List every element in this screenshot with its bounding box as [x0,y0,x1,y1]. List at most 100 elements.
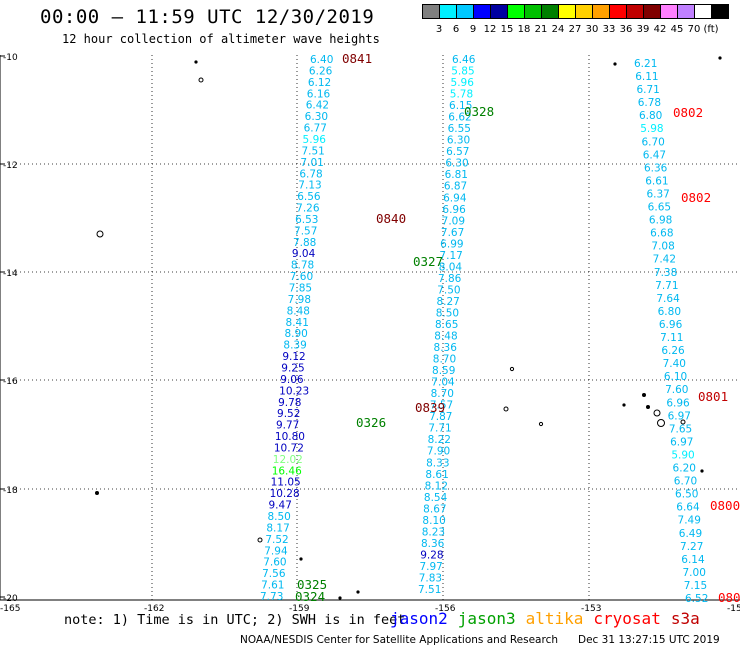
wave-height-value: 9.77 [276,420,299,432]
wave-height-value: 7.52 [265,534,288,546]
lon-tick-label: -159 [289,604,310,614]
legend-item-jason3: jason3 [457,609,516,628]
scale-label: (ft) [703,24,719,35]
wave-height-value: 8.27 [436,296,459,308]
wave-height-value: 6.14 [681,554,705,566]
wave-height-value: 6.55 [448,123,471,135]
wave-height-value: 9.47 [269,500,292,512]
pass-time-label: 0800 [710,498,740,513]
scale-label: 9 [469,24,477,35]
wave-height-value: 6.87 [444,181,467,193]
satellite-legend: jason2 jason3 altika cryosat s3a [390,609,710,628]
wave-height-value: 7.88 [293,237,316,249]
wave-height-value: 6.16 [307,88,331,100]
wave-height-value: 7.15 [684,580,707,592]
wave-height-value: 6.15 [449,100,472,112]
wave-height-value: 8.67 [423,503,446,515]
track-pass-3: 6.216.116.716.786.805.986.706.476.366.61… [634,58,708,605]
pass-time-label: 0327 [413,254,443,269]
wave-height-value: 7.08 [651,241,674,253]
wave-height-value: 8.36 [421,538,445,550]
wave-height-value: 6.57 [446,146,469,158]
lat-tick-label: -16 [3,377,18,387]
wave-height-value: 8.50 [436,307,459,319]
wave-height-value: 10.80 [275,431,305,443]
legend-item-altika: altika [525,609,584,628]
scale-label: 6 [452,24,460,35]
lon-tick-label: -153 [581,604,601,614]
scale-label: 42 [653,24,667,35]
wave-height-value: 6.97 [668,410,691,422]
wave-height-value: 7.57 [430,400,453,412]
scale-label: 15 [500,24,514,35]
legend-item-s3a: s3a [670,609,700,628]
wave-height-value: 8.54 [424,492,448,504]
wave-height-value: 8.50 [267,511,290,523]
wave-height-value: 7.60 [263,557,286,569]
map-title: 00:00 – 11:59 UTC 12/30/2019 [40,6,375,28]
scale-label: 36 [619,24,633,35]
wave-height-value: 7.60 [290,271,313,283]
legend-item-jason2: jason2 [390,609,448,628]
wave-height-value: 8.23 [422,526,445,538]
wave-height-value: 8.17 [266,522,289,534]
wave-height-value: 9.25 [281,362,304,374]
scale-label: 70 [687,24,701,35]
wave-height-value: 6.62 [448,112,471,124]
wave-height-value: 6.49 [679,528,702,540]
lat-tick-label: -18 [3,486,18,496]
lat-tick-label: -14 [3,269,18,279]
wave-height-value: 7.98 [288,294,311,306]
wave-height-value: 8.90 [284,328,307,340]
wave-height-value: 8.22 [428,434,451,446]
wave-height-value: 7.04 [431,377,455,389]
scale-label: 45 [670,24,684,35]
wave-height-value: 6.80 [658,306,681,318]
wave-height-value: 7.61 [261,580,284,592]
wave-height-value: 7.60 [665,384,688,396]
wave-height-value: 8.65 [435,319,458,331]
wave-height-value: 7.01 [300,157,323,169]
map-grid [0,55,740,600]
wave-height-value: 6.56 [297,191,321,203]
pass-time-label: 0325 [297,577,327,592]
wave-height-value: 12.02 [273,454,303,466]
wave-height-value: 8.04 [439,261,463,273]
pass-time-label: 0841 [342,51,372,66]
wave-height-value: 8.70 [431,388,454,400]
wave-height-value: 7.85 [289,283,312,295]
wave-height-value: 7.71 [655,280,678,292]
wave-height-value: 6.96 [666,397,690,409]
scale-label: 30 [585,24,599,35]
pass-time-label: 0328 [464,104,494,119]
scale-label: 24 [551,24,565,35]
wave-height-value: 6.70 [674,476,697,488]
wave-height-value: 7.11 [660,332,683,344]
wave-height-value: 6.46 [452,54,476,66]
wave-height-value: 7.64 [656,293,680,305]
wave-height-value: 6.70 [641,136,664,148]
wave-height-value: 6.53 [295,214,318,226]
wave-height-value: 7.26 [296,203,320,215]
wave-height-value: 11.05 [271,477,301,489]
pass-time-label: 0326 [356,415,386,430]
wave-height-value: 9.52 [277,408,300,420]
pass-time-label: 0324 [295,589,325,604]
pass-time-label: 0801 [698,389,728,404]
wave-height-value: 7.67 [441,227,464,239]
wave-height-value: 8.10 [422,515,445,527]
wave-height-value: 7.27 [680,541,703,553]
lon-tick-label: -162 [144,604,164,614]
wave-height-value: 7.09 [442,215,465,227]
pass-time-label: 0802 [673,105,703,120]
scale-label: 12 [483,24,497,35]
wave-height-value: 7.49 [678,515,701,527]
wave-height-value: 8.61 [425,469,448,481]
wave-height-value: 6.96 [442,204,466,216]
wave-height-value: 9.28 [420,549,443,561]
scale-label: 3 [435,24,443,35]
wave-height-value: 6.78 [299,168,322,180]
wave-height-value: 7.97 [419,561,442,573]
